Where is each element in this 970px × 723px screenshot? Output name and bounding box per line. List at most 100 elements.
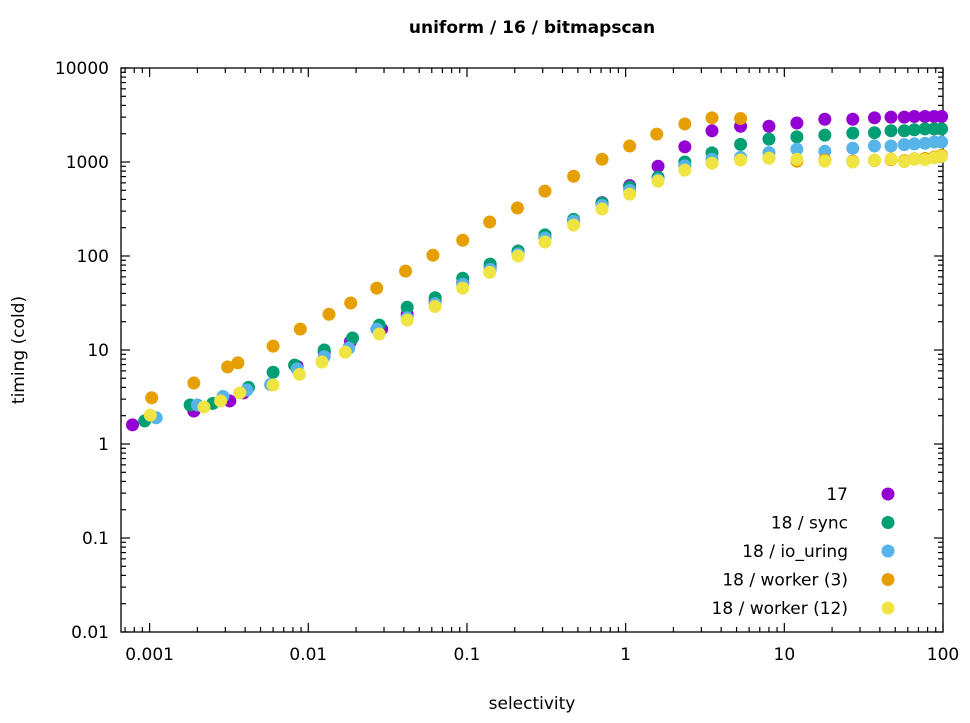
legend-label: 18 / worker (12) xyxy=(712,599,848,619)
data-point xyxy=(935,122,949,136)
data-point xyxy=(623,187,637,201)
data-point xyxy=(734,153,748,167)
data-point xyxy=(734,112,748,126)
data-point xyxy=(372,327,386,341)
data-point xyxy=(884,152,898,166)
data-point xyxy=(884,124,898,138)
data-point xyxy=(399,264,413,278)
data-point xyxy=(678,140,692,154)
data-point xyxy=(678,163,692,177)
y-axis-label: timing (cold) xyxy=(9,296,29,404)
legend-label: 18 / worker (3) xyxy=(722,571,848,591)
data-point xyxy=(897,155,911,169)
legend-marker xyxy=(881,573,895,586)
data-point xyxy=(338,345,352,359)
data-point xyxy=(651,174,665,188)
legend: 17 18 / sync 18 / io_uring 18 / worker (3) 1… xyxy=(712,485,895,619)
data-point xyxy=(187,376,201,390)
legend-label: 18 / sync xyxy=(771,514,848,534)
data-point xyxy=(567,218,581,232)
data-point xyxy=(145,391,159,405)
data-point xyxy=(197,400,211,414)
data-point xyxy=(214,394,228,408)
data-point xyxy=(790,130,804,144)
data-point xyxy=(595,202,609,216)
data-point xyxy=(846,112,860,126)
series-3 xyxy=(145,111,949,405)
data-point xyxy=(907,109,921,123)
data-point xyxy=(292,367,306,381)
chart-title: uniform / 16 / bitmapscan xyxy=(409,18,655,38)
data-point xyxy=(762,119,776,133)
data-point xyxy=(790,116,804,130)
data-point xyxy=(370,281,384,295)
data-point xyxy=(762,132,776,146)
x-axis-label: selectivity xyxy=(489,694,576,714)
data-point xyxy=(884,110,898,124)
data-point xyxy=(456,281,470,295)
y-tick-label: 10 xyxy=(87,341,109,361)
data-point xyxy=(818,154,832,168)
x-tick-label: 10 xyxy=(774,645,796,665)
data-point xyxy=(918,122,932,136)
data-point xyxy=(511,249,525,263)
data-point xyxy=(897,124,911,138)
x-tick-label: 1 xyxy=(620,645,631,665)
data-point xyxy=(907,152,921,166)
x-tick-label: 0.01 xyxy=(289,645,327,665)
data-point xyxy=(623,139,637,153)
data-points xyxy=(126,109,949,432)
legend-marker xyxy=(881,601,895,615)
data-point xyxy=(400,300,414,314)
data-point xyxy=(315,355,329,369)
data-point xyxy=(867,126,881,140)
x-tick-label: 0.001 xyxy=(125,645,174,665)
data-point xyxy=(884,139,898,153)
data-point xyxy=(818,112,832,126)
legend-label: 18 / io_uring xyxy=(742,542,848,562)
data-point xyxy=(456,233,470,247)
data-point xyxy=(846,126,860,140)
data-point xyxy=(897,110,911,124)
data-point xyxy=(400,313,414,327)
data-point xyxy=(846,155,860,169)
legend-marker xyxy=(881,487,895,501)
x-tick-label: 100 xyxy=(927,645,959,665)
series-1 xyxy=(138,122,949,428)
data-point xyxy=(762,151,776,165)
legend-marker xyxy=(881,516,895,529)
data-point xyxy=(790,142,804,156)
data-point xyxy=(266,365,280,379)
data-point xyxy=(867,153,881,167)
y-tick-label: 100 xyxy=(77,247,109,267)
data-point xyxy=(483,215,497,229)
y-tick-label: 1 xyxy=(98,435,109,455)
legend-marker xyxy=(881,544,895,558)
data-point xyxy=(322,307,336,321)
data-point xyxy=(907,137,921,151)
data-point xyxy=(233,386,247,400)
y-tick-label: 10000 xyxy=(55,59,109,79)
data-point xyxy=(918,109,932,123)
data-point xyxy=(567,169,581,183)
data-point xyxy=(935,135,949,149)
data-point xyxy=(846,141,860,155)
y-tick-label: 0.01 xyxy=(71,623,109,643)
data-point xyxy=(426,248,440,262)
axes: 0.001 0.01 0.1 1 10 100 0.01 0.1 1 10 100 1000 10000 xyxy=(55,59,959,665)
data-point xyxy=(266,339,280,353)
y-tick-label: 1000 xyxy=(66,153,109,173)
data-point xyxy=(231,356,245,370)
data-point xyxy=(143,408,157,422)
data-point xyxy=(650,127,664,141)
data-point xyxy=(897,138,911,152)
data-point xyxy=(126,418,140,432)
data-point xyxy=(538,235,552,249)
data-point xyxy=(293,322,307,336)
data-point xyxy=(266,378,280,392)
data-point xyxy=(734,137,748,151)
data-point xyxy=(935,149,949,163)
data-point xyxy=(428,300,442,314)
data-point xyxy=(595,152,609,166)
